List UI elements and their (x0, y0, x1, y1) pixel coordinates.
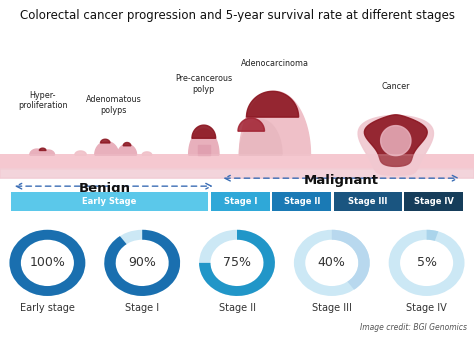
Text: Pre-cancerous
polyp: Pre-cancerous polyp (175, 74, 232, 94)
Text: Malignant: Malignant (304, 174, 379, 187)
Text: Hyper-
proliferation: Hyper- proliferation (18, 91, 67, 110)
Wedge shape (199, 230, 275, 296)
Wedge shape (332, 230, 370, 290)
Polygon shape (246, 91, 299, 117)
Text: Colorectal cancer progression and 5-year survival rate at different stages: Colorectal cancer progression and 5-year… (19, 9, 455, 22)
Text: Stage II: Stage II (283, 197, 320, 205)
Text: Early stage: Early stage (20, 303, 75, 313)
Wedge shape (9, 230, 85, 296)
Polygon shape (42, 150, 55, 155)
FancyBboxPatch shape (404, 191, 463, 211)
Polygon shape (95, 141, 118, 155)
Text: Cancer: Cancer (382, 82, 410, 91)
Text: Benign: Benign (78, 182, 130, 194)
Text: Stage I: Stage I (224, 197, 257, 205)
Wedge shape (294, 230, 370, 296)
Polygon shape (100, 139, 110, 143)
Text: 90%: 90% (128, 256, 156, 269)
Text: Stage I: Stage I (125, 303, 159, 313)
Text: Stage IV: Stage IV (406, 303, 447, 313)
Text: Stage II: Stage II (219, 303, 255, 313)
Text: Stage III: Stage III (348, 197, 388, 205)
FancyBboxPatch shape (11, 191, 209, 211)
Wedge shape (104, 230, 180, 296)
Polygon shape (118, 144, 137, 155)
Wedge shape (389, 230, 465, 296)
Text: Stage IV: Stage IV (414, 197, 454, 205)
Polygon shape (30, 149, 44, 155)
Wedge shape (199, 230, 275, 296)
Text: 5%: 5% (417, 256, 437, 269)
FancyBboxPatch shape (334, 191, 402, 211)
Polygon shape (192, 125, 216, 138)
Wedge shape (9, 230, 85, 296)
Wedge shape (427, 230, 438, 241)
Text: 40%: 40% (318, 256, 346, 269)
Polygon shape (142, 152, 152, 155)
Polygon shape (239, 119, 282, 155)
FancyBboxPatch shape (211, 191, 270, 211)
Polygon shape (75, 151, 86, 155)
Polygon shape (39, 148, 46, 151)
Text: 100%: 100% (29, 256, 65, 269)
Text: Adenocarcinoma: Adenocarcinoma (241, 59, 309, 68)
Polygon shape (189, 129, 219, 155)
Text: Early Stage: Early Stage (82, 197, 137, 205)
FancyBboxPatch shape (273, 191, 331, 211)
Polygon shape (123, 142, 131, 146)
Polygon shape (238, 118, 264, 131)
Text: 75%: 75% (223, 256, 251, 269)
Wedge shape (104, 230, 180, 296)
Text: Adenomatous
polyps: Adenomatous polyps (86, 96, 142, 115)
Polygon shape (365, 115, 427, 167)
Polygon shape (358, 115, 434, 175)
Polygon shape (381, 125, 411, 156)
Text: Stage III: Stage III (312, 303, 352, 313)
Text: Image credit: BGI Genomics: Image credit: BGI Genomics (360, 323, 467, 333)
Polygon shape (239, 91, 310, 155)
